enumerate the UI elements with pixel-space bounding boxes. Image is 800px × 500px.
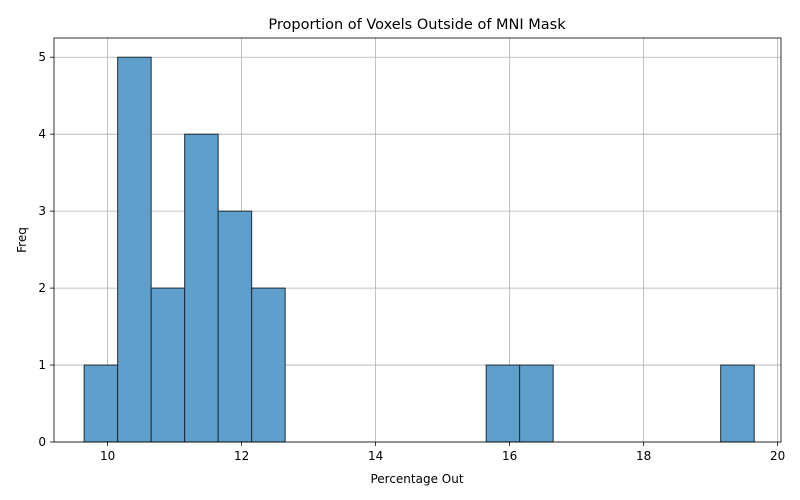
histogram-bar: [485, 364, 521, 443]
y-tick-label: 3: [38, 204, 46, 218]
x-axis-label: Percentage Out: [370, 472, 463, 486]
plot-frame: [53, 37, 782, 443]
histogram-bar: [150, 287, 186, 443]
histogram-bar: [117, 56, 152, 443]
histogram-bars: [83, 56, 755, 443]
x-tick-label: 14: [368, 449, 383, 463]
y-tick-label: 2: [38, 281, 46, 295]
histogram-bar: [83, 364, 119, 443]
x-tick-label: 18: [636, 449, 651, 463]
histogram-bar: [217, 210, 253, 443]
histogram-bar: [184, 133, 219, 443]
y-tick-label: 0: [38, 435, 46, 449]
chart-title: Proportion of Voxels Outside of MNI Mask: [268, 17, 566, 33]
y-tick-label: 5: [38, 50, 46, 64]
y-tick-label: 1: [38, 358, 46, 372]
x-tick-label: 16: [502, 449, 517, 463]
y-tick-label: 4: [38, 127, 46, 141]
histogram-bar: [519, 364, 554, 443]
histogram-bar: [720, 364, 755, 443]
x-tick-label: 10: [100, 449, 115, 463]
x-tick-label: 20: [770, 449, 785, 463]
y-axis-label: Freq: [15, 227, 29, 253]
histogram-bar: [251, 287, 286, 443]
x-tick-label: 12: [234, 449, 249, 463]
